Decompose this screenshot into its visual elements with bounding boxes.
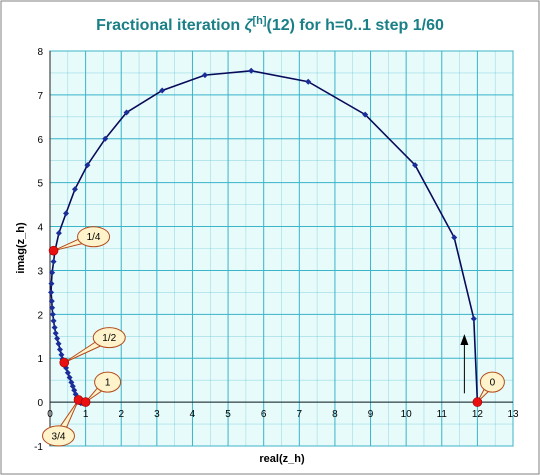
x-tick-label: 13 bbox=[507, 409, 519, 420]
y-axis-label: imag(z_h) bbox=[15, 222, 27, 274]
y-tick-label: 3 bbox=[37, 266, 43, 277]
x-tick-label: 7 bbox=[297, 409, 303, 420]
data-point bbox=[362, 111, 369, 118]
data-point bbox=[48, 280, 55, 287]
data-point bbox=[71, 186, 78, 193]
title-rest: (12) for h=0..1 step 1/60 bbox=[266, 17, 444, 34]
data-point bbox=[64, 369, 71, 376]
data-point bbox=[451, 234, 458, 241]
data-point bbox=[58, 351, 65, 358]
x-tick-label: 12 bbox=[472, 409, 484, 420]
data-point bbox=[470, 315, 477, 322]
x-axis-label: real(z_h) bbox=[259, 453, 305, 465]
x-tick-label: 4 bbox=[190, 409, 196, 420]
highlight-point bbox=[59, 357, 70, 368]
data-point bbox=[50, 258, 57, 265]
x-tick-label: 11 bbox=[437, 409, 448, 420]
data-point bbox=[51, 324, 58, 331]
data-point bbox=[159, 87, 166, 94]
data-point bbox=[49, 269, 56, 276]
data-point bbox=[412, 162, 419, 169]
title-main: Fractional iteration bbox=[96, 17, 244, 34]
y-tick-label: 8 bbox=[37, 47, 43, 58]
direction-arrow-head bbox=[460, 334, 469, 346]
callout-bubble bbox=[94, 371, 122, 393]
callout-label: 1/2 bbox=[102, 333, 116, 344]
y-tick-label: -1 bbox=[34, 442, 43, 453]
data-point bbox=[84, 162, 91, 169]
y-tick-label: 1 bbox=[37, 354, 43, 365]
x-tick-label: 2 bbox=[118, 409, 124, 420]
data-point bbox=[49, 304, 56, 311]
callout-bubble bbox=[92, 327, 126, 349]
x-tick-label: 1 bbox=[83, 409, 89, 420]
x-tick-label: 6 bbox=[261, 409, 267, 420]
data-point bbox=[55, 340, 62, 347]
data-point bbox=[248, 67, 255, 74]
y-tick-label: 4 bbox=[37, 223, 43, 234]
callout-layer: 0 1/4 1/2 3/4 1 bbox=[41, 226, 505, 447]
data-point bbox=[50, 317, 57, 324]
direction-arrow-layer bbox=[460, 334, 469, 394]
highlight-point bbox=[80, 397, 91, 407]
callout-bubble bbox=[479, 371, 505, 393]
data-point bbox=[201, 72, 208, 79]
y-tick-label: 5 bbox=[37, 179, 43, 190]
data-point bbox=[52, 330, 59, 337]
data-point bbox=[54, 335, 61, 342]
callout-bubble bbox=[41, 425, 75, 447]
data-point bbox=[66, 374, 73, 381]
callout-label: 1 bbox=[105, 378, 111, 389]
chart-title: Fractional iteration ζ[h](12) for h=0..1… bbox=[96, 15, 444, 34]
data-point bbox=[102, 135, 109, 142]
highlight-point bbox=[472, 397, 483, 407]
y-tick-label: 6 bbox=[37, 135, 43, 146]
callout-bubble bbox=[77, 226, 111, 248]
grid bbox=[49, 50, 514, 447]
y-tick-label: 0 bbox=[37, 398, 43, 409]
x-tick-label: 8 bbox=[332, 409, 338, 420]
data-point bbox=[123, 109, 130, 116]
data-point bbox=[48, 289, 55, 296]
data-point bbox=[55, 230, 62, 237]
x-tick-label: 5 bbox=[225, 409, 231, 420]
data-point bbox=[49, 311, 56, 318]
callout-label: 3/4 bbox=[52, 431, 66, 442]
highlight-point bbox=[48, 245, 59, 256]
data-point bbox=[48, 298, 55, 305]
callout-label: 0 bbox=[490, 378, 496, 389]
y-tick-label: 2 bbox=[37, 310, 43, 321]
data-point bbox=[305, 78, 312, 85]
x-tick-label: 9 bbox=[368, 409, 374, 420]
y-tick-label: 7 bbox=[37, 91, 43, 102]
data-point bbox=[56, 346, 63, 353]
title-symbol: ζ bbox=[245, 17, 254, 34]
x-tick-label: 0 bbox=[47, 409, 53, 420]
x-tick-label: 3 bbox=[154, 409, 160, 420]
x-tick-label: 10 bbox=[401, 409, 413, 420]
plot-area bbox=[49, 50, 514, 447]
data-point bbox=[63, 210, 70, 217]
callout-label: 1/4 bbox=[87, 232, 101, 243]
title-superscript: [h] bbox=[252, 15, 266, 27]
